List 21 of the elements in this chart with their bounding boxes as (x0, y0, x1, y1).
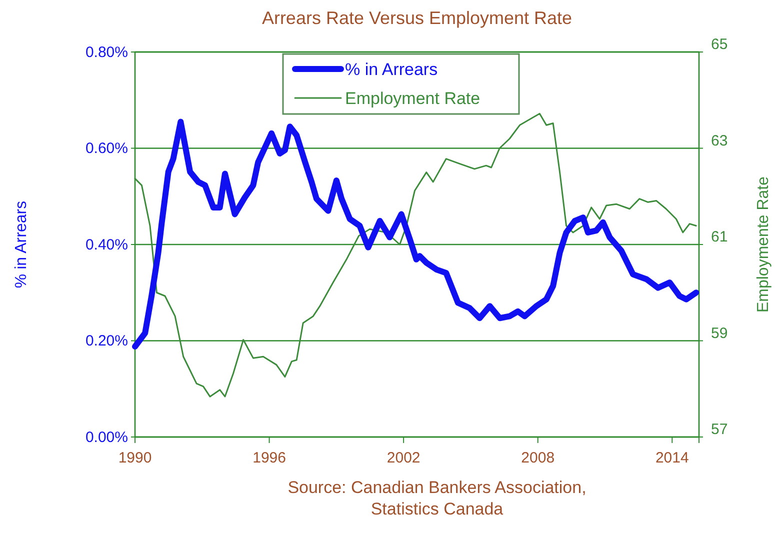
y2-tick-label: 61 (711, 228, 728, 246)
legend-label: % in Arrears (345, 60, 438, 79)
y-tick-label: 0.60% (85, 140, 128, 158)
source-note: Source: Canadian Bankers Association, Statistics Canada (288, 478, 586, 518)
x-tick-label: 2002 (386, 450, 420, 466)
y-tick-label: 0.40% (85, 236, 128, 254)
y-tick-label: 0.00% (85, 428, 128, 446)
y-tick-label: 0.20% (85, 332, 128, 350)
y2-tick-label: 57 (711, 421, 728, 438)
y2-tick-label: 65 (711, 36, 728, 53)
x-tick-label: 1990 (118, 450, 152, 466)
y-tick-label: 0.80% (85, 44, 128, 61)
y-axis-title: % in Arrears (13, 200, 30, 288)
y2-tick-label: 63 (711, 132, 728, 150)
legend-label: Employment Rate (345, 89, 480, 108)
chart-title: Arrears Rate Versus Employment Rate (262, 8, 572, 28)
x-tick-label: 2008 (521, 450, 555, 466)
y2-tick-label: 59 (711, 324, 728, 342)
y2-axis-title: Employmente Rate (755, 176, 772, 313)
x-tick-label: 2014 (655, 450, 689, 466)
x-tick-label: 1996 (252, 450, 286, 466)
